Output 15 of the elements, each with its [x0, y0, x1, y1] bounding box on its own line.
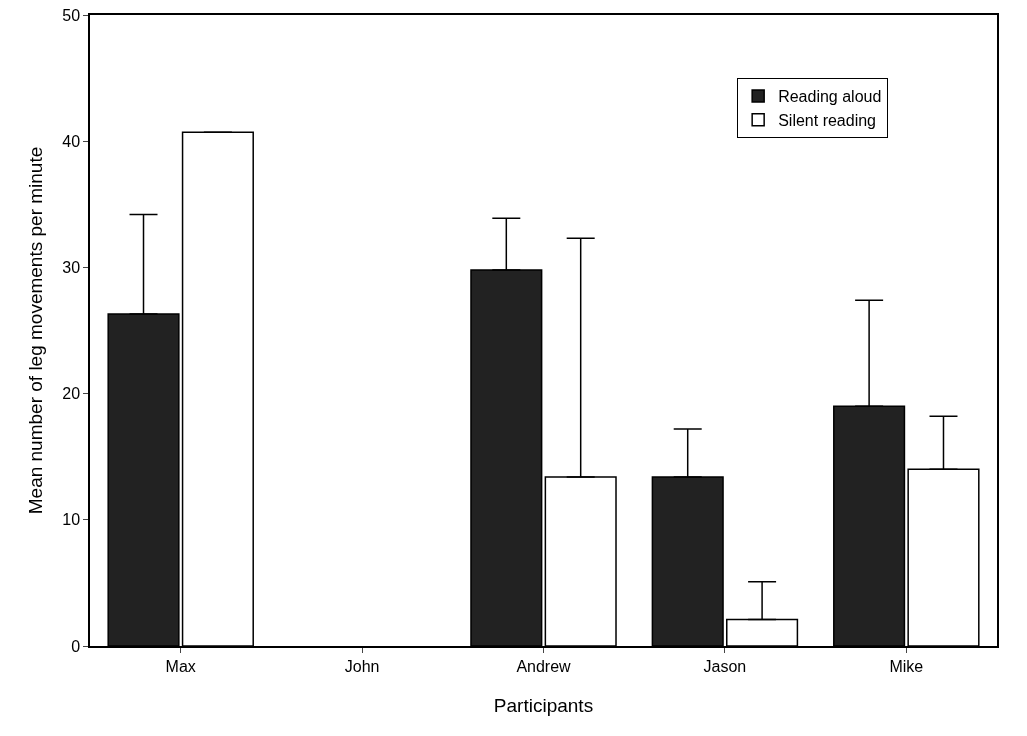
y-tick-label: 30 [62, 259, 81, 276]
y-tick-label: 50 [62, 6, 81, 24]
x-tick-label: Mike [889, 657, 924, 675]
legend-label: Silent reading [778, 112, 876, 130]
y-tick-label: 40 [62, 132, 81, 150]
x-tick-label: Max [165, 657, 196, 675]
y-tick-label: 0 [71, 637, 81, 655]
y-axis-title: Mean number of leg movements per minute [24, 146, 46, 515]
x-tick-label: John [344, 657, 380, 675]
y-tick-label: 10 [62, 511, 81, 529]
x-tick-label: Andrew [516, 657, 572, 675]
x-tick-label: Jason [703, 657, 747, 675]
x-axis-title: Participants [493, 695, 594, 717]
legend-label: Reading aloud [778, 88, 882, 106]
y-tick-label: 20 [62, 385, 81, 403]
